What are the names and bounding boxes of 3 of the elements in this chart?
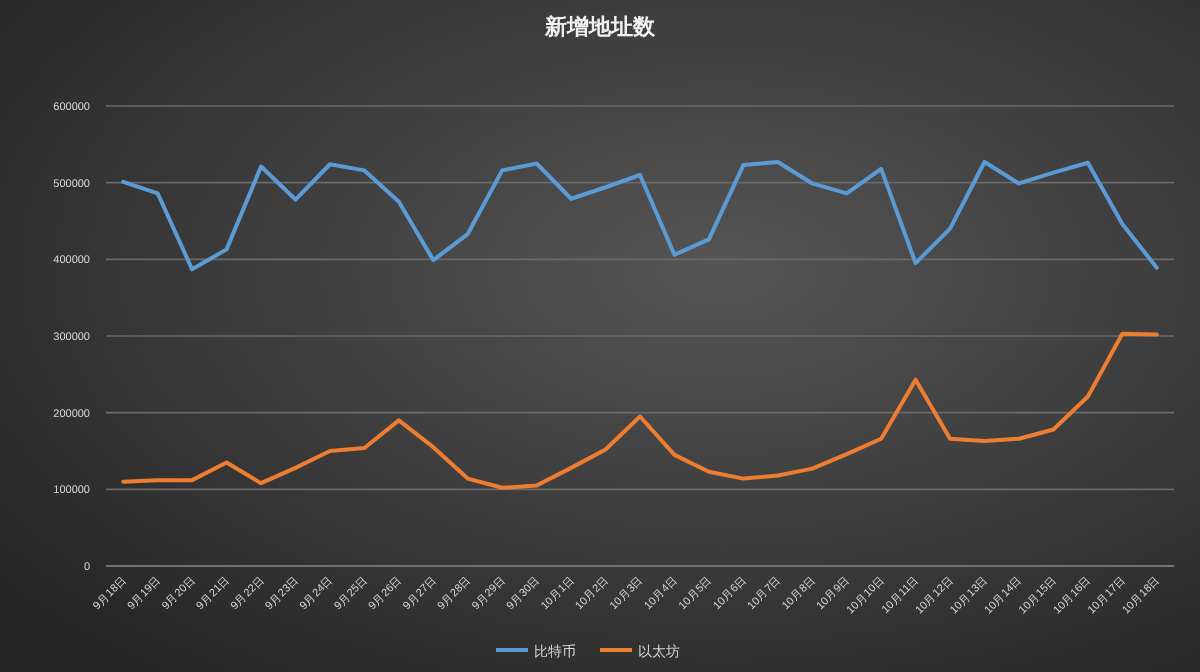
line-series [121, 331, 1159, 490]
chart-title: 新增地址数 [543, 14, 657, 40]
line-series [121, 159, 1159, 272]
